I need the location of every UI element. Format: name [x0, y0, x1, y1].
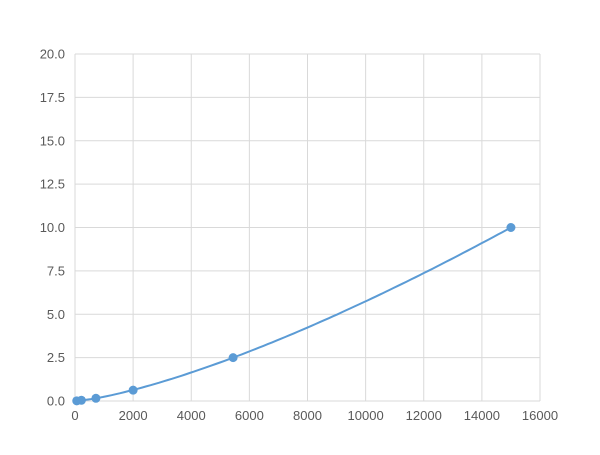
- y-tick-label: 0.0: [47, 394, 65, 409]
- x-tick-label: 16000: [522, 408, 558, 423]
- trend-line: [76, 226, 512, 402]
- y-tick-label: 15.0: [40, 133, 65, 148]
- y-tick-label: 12.5: [40, 177, 65, 192]
- x-tick-label: 14000: [464, 408, 500, 423]
- x-tick-label: 12000: [406, 408, 442, 423]
- y-tick-label: 10.0: [40, 220, 65, 235]
- y-tick-label: 20.0: [40, 47, 65, 62]
- x-tick-label: 0: [71, 408, 78, 423]
- y-tick-label: 2.5: [47, 350, 65, 365]
- x-tick-label: 8000: [293, 408, 322, 423]
- x-tick-label: 4000: [177, 408, 206, 423]
- data-point: [506, 223, 516, 232]
- x-tick-label: 10000: [348, 408, 384, 423]
- y-tick-label: 17.5: [40, 90, 65, 105]
- data-point: [91, 393, 101, 403]
- x-tick-label: 6000: [235, 408, 264, 423]
- x-tick-label: 2000: [119, 408, 148, 423]
- data-point: [76, 395, 86, 405]
- y-tick-label: 7.5: [47, 263, 65, 278]
- y-tick-label: 5.0: [47, 307, 65, 322]
- data-point: [228, 353, 238, 363]
- data-point: [128, 385, 138, 395]
